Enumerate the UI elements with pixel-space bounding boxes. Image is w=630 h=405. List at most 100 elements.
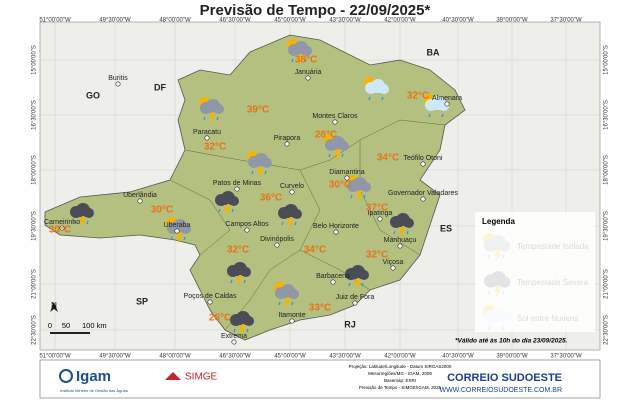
temperature: 28°C: [315, 130, 337, 141]
regions: [169, 119, 446, 331]
lightning: [287, 217, 294, 229]
cloud: [202, 108, 222, 113]
city-name: Viçosa: [383, 259, 404, 266]
city-name: Juiz de Fora: [336, 294, 375, 301]
cloud: [280, 213, 300, 218]
rain: [328, 153, 344, 158]
weather-icon: [345, 265, 369, 290]
igam-logo: [59, 369, 73, 383]
weather-icon: [215, 191, 239, 216]
city-name: Januária: [295, 69, 322, 76]
rain: [73, 220, 89, 225]
lightning: [297, 54, 304, 66]
city-marker: [333, 229, 339, 235]
weather-icon: [287, 39, 312, 66]
latitude-label: 16°30'00"S: [32, 100, 38, 130]
city-marker: [344, 175, 350, 181]
state-label: GO: [86, 90, 100, 100]
longitude-label: 46°30'00"W: [219, 354, 251, 360]
rain: [368, 96, 384, 101]
city-name: Teófilo Otoni: [404, 155, 443, 162]
city-name: Ipatinga: [368, 210, 393, 217]
temperature: 39°C: [247, 105, 269, 116]
city-marker: [444, 101, 450, 107]
minas-gerais: [44, 34, 466, 341]
footer: [39, 359, 601, 399]
lightning: [334, 149, 341, 161]
city-marker: [115, 81, 121, 87]
legend-title: Legenda: [482, 217, 515, 226]
cloud: [392, 222, 412, 227]
weather-icon: [230, 311, 254, 336]
city-name: Poços de Caldas: [184, 293, 237, 300]
city-name: Belo Horizonte: [313, 223, 359, 230]
rain: [203, 116, 219, 121]
city-name: Itamonte: [278, 312, 305, 319]
projection-line: Basemap: ESRI: [384, 378, 416, 383]
city-marker: [352, 300, 358, 306]
temperature: 32°C: [204, 142, 226, 153]
lightning: [284, 297, 291, 309]
city-marker: [234, 186, 240, 192]
projection-line: Projeção: Latitude/Longitude - Datum SIR…: [349, 364, 452, 369]
city-marker: [274, 242, 280, 248]
city-marker: [137, 198, 143, 204]
city-marker: [397, 243, 403, 249]
longitude-label: 39°00'00"W: [496, 354, 528, 360]
rain: [230, 279, 246, 284]
weather-icon: [346, 175, 371, 202]
longitude-label: 37°30'00"W: [550, 354, 582, 360]
latitude-label: 18°00'00"S: [32, 155, 38, 185]
city-marker: [377, 216, 383, 222]
rain: [281, 221, 297, 226]
rain: [170, 236, 186, 241]
temperature: 32°C: [366, 250, 388, 261]
state-label: RJ: [344, 319, 356, 329]
brand-site: WWW.CORREIOSUDOESTE.COM.BR: [440, 387, 563, 394]
temperature: 34°C: [377, 153, 399, 164]
lightning: [356, 190, 363, 202]
projection-line: Mesorregiões/MG - IGAM, 2009: [368, 371, 432, 376]
rain: [350, 194, 366, 199]
temperature: 30°C: [329, 180, 351, 191]
rain: [218, 208, 234, 213]
city-name: Barbacena: [316, 273, 350, 280]
temperature: 38°C: [295, 55, 317, 66]
brand: CORREIO SUDOESTE: [447, 372, 562, 384]
city-marker: [330, 279, 336, 285]
city-name: Uberlândia: [123, 192, 157, 199]
city-name: Diamantina: [329, 169, 365, 176]
cloud: [327, 145, 347, 150]
latitude-label: 19°30'00"S: [32, 211, 38, 241]
lightning: [209, 112, 216, 124]
city-marker: [289, 318, 295, 324]
state-label: SP: [136, 296, 148, 306]
scale-label: 50: [62, 321, 70, 330]
latitude-label: 15°00'00"S: [32, 45, 38, 75]
scale-bar: [50, 332, 90, 334]
city-marker: [284, 141, 290, 147]
cloud: [250, 162, 270, 167]
north-arrow: [50, 302, 58, 312]
city-name: Almenara: [432, 95, 462, 102]
temperature: 36°C: [260, 193, 282, 204]
city-name: Buritis: [108, 75, 128, 82]
city-marker: [244, 227, 250, 233]
city-marker: [332, 119, 338, 125]
city-name: Curvelo: [280, 183, 304, 190]
cloud: [229, 271, 249, 276]
city-name: Manhuaçu: [384, 237, 417, 244]
longitude-label: 43°30'00"W: [329, 354, 361, 360]
rain: [251, 170, 267, 175]
state-label: BA: [427, 47, 440, 57]
city-marker: [207, 299, 213, 305]
lightning: [257, 166, 264, 178]
city-marker: [390, 265, 396, 271]
temperature: 26°C: [209, 313, 231, 324]
projection-line: Previsão de Tempo - SIMGE/IGAM, 2025: [359, 385, 442, 390]
north-label: N: [51, 301, 57, 310]
cloud: [347, 274, 367, 279]
lightning: [224, 204, 231, 216]
city-name: Extrema: [221, 333, 247, 340]
